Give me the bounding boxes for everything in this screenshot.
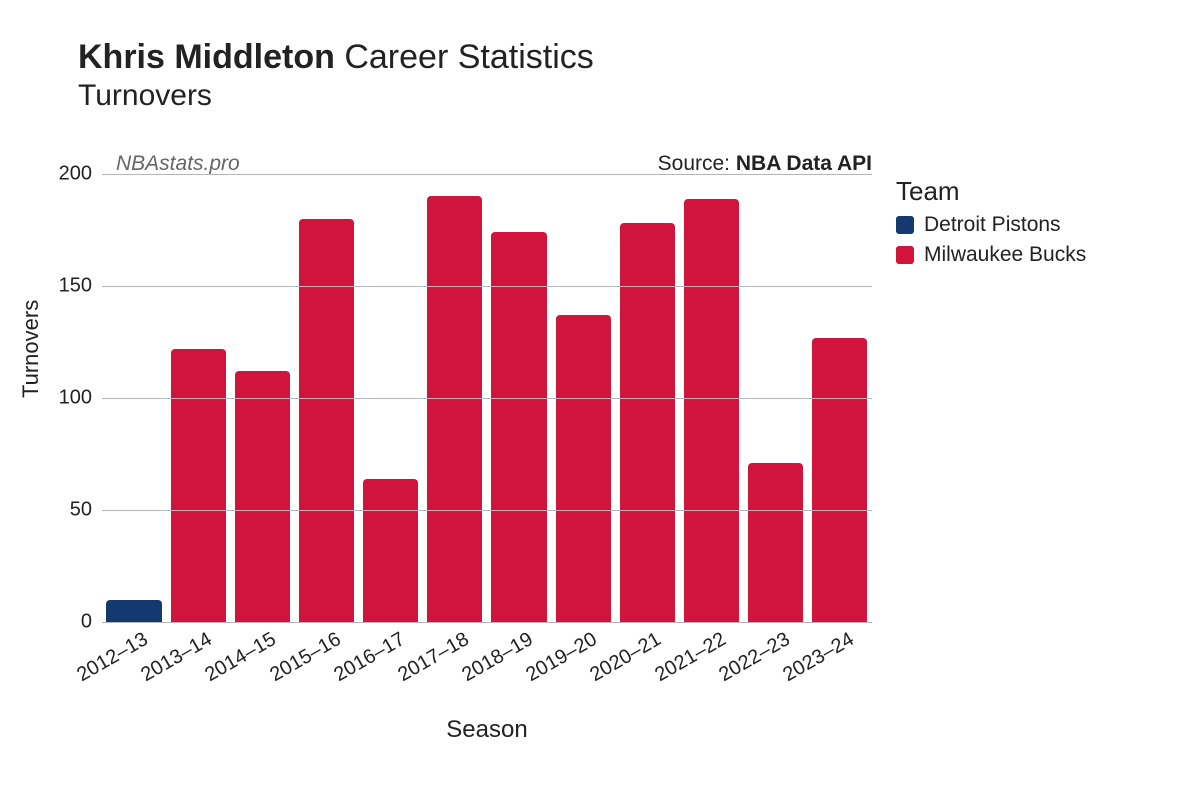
legend-title: Team	[896, 176, 1086, 207]
bar	[299, 219, 354, 622]
legend-swatch	[896, 246, 914, 264]
legend: Team Detroit Pistons Milwaukee Bucks	[896, 176, 1086, 267]
watermark-text: NBAstats.pro	[116, 152, 240, 176]
title-rest: Career Statistics	[335, 38, 594, 76]
title-bold: Khris Middleton	[78, 38, 335, 76]
x-tick-label: 2020–21	[587, 628, 666, 687]
legend-label: Detroit Pistons	[924, 213, 1061, 237]
x-tick-label: 2019–20	[523, 628, 602, 687]
legend-label: Milwaukee Bucks	[924, 243, 1086, 267]
title-block: Khris Middleton Career Statistics Turnov…	[78, 38, 594, 113]
source-prefix: Source:	[658, 152, 736, 175]
y-tick-label: 50	[32, 499, 92, 522]
legend-item: Detroit Pistons	[896, 213, 1086, 237]
bar	[684, 199, 739, 622]
chart-container: Khris Middleton Career Statistics Turnov…	[0, 0, 1200, 800]
bar	[812, 338, 867, 622]
bar	[106, 600, 161, 622]
chart-subtitle: Turnovers	[78, 79, 594, 113]
bar	[427, 196, 482, 622]
bar	[171, 349, 226, 622]
bar	[363, 479, 418, 622]
source-label: Source: NBA Data API	[658, 152, 872, 176]
y-axis-label: Turnovers	[18, 300, 44, 398]
gridline	[102, 286, 872, 287]
bar	[556, 315, 611, 622]
gridline	[102, 510, 872, 511]
y-tick-label: 200	[32, 163, 92, 186]
plot-area: 050100150200	[102, 174, 872, 622]
x-tick-labels: 2012–132013–142014–152015–162016–172017–…	[102, 632, 872, 712]
gridline	[102, 398, 872, 399]
x-tick-label: 2021–22	[651, 628, 730, 687]
x-tick-label: 2017–18	[394, 628, 473, 687]
gridline	[102, 622, 872, 623]
x-tick-label: 2013–14	[138, 628, 217, 687]
y-tick-label: 150	[32, 275, 92, 298]
legend-item: Milwaukee Bucks	[896, 243, 1086, 267]
bar	[748, 463, 803, 622]
x-tick-label: 2018–19	[458, 628, 537, 687]
bar	[491, 232, 546, 622]
x-tick-label: 2015–16	[266, 628, 345, 687]
x-tick-label: 2022–23	[715, 628, 794, 687]
x-axis-label: Season	[102, 716, 872, 744]
x-tick-label: 2014–15	[202, 628, 281, 687]
x-tick-label: 2012–13	[73, 628, 152, 687]
gridline	[102, 174, 872, 175]
source-name: NBA Data API	[736, 152, 872, 175]
x-tick-label: 2023–24	[779, 628, 858, 687]
legend-swatch	[896, 216, 914, 234]
x-tick-label: 2016–17	[330, 628, 409, 687]
chart-title: Khris Middleton Career Statistics	[78, 38, 594, 77]
bar	[620, 223, 675, 622]
y-tick-label: 0	[32, 611, 92, 634]
bar	[235, 371, 290, 622]
